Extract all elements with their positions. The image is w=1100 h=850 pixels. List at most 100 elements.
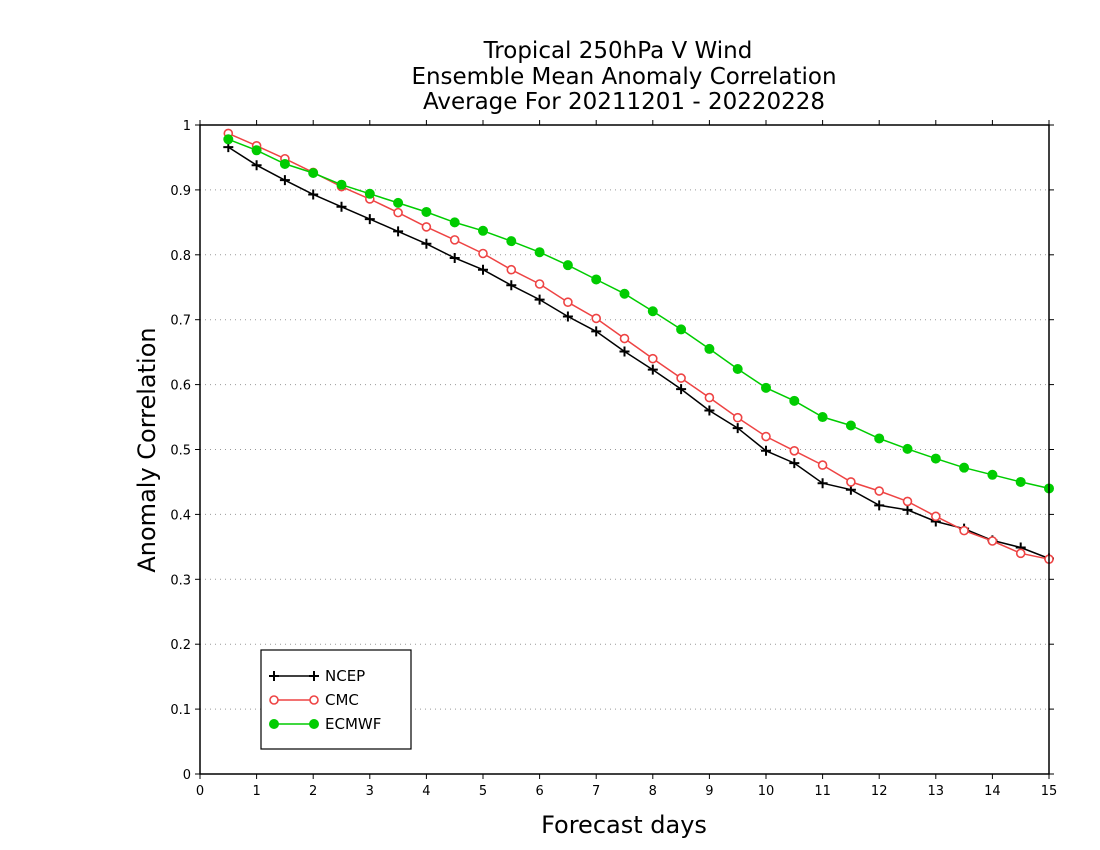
point-cmc-24: [902, 496, 913, 507]
point-ecmwf-17: [704, 343, 715, 354]
y-tick-label-7: 0.7: [170, 314, 191, 329]
point-ecmwf-28: [1015, 476, 1026, 487]
x-tick-label-13: 13: [928, 784, 945, 799]
x-tick-label-1: 1: [252, 784, 260, 799]
legend-items: NCEP CMC ECMWF: [269, 667, 381, 733]
point-ecmwf-20: [789, 395, 800, 406]
y-tick-label-4: 0.4: [170, 508, 191, 523]
x-tick-label-4: 4: [422, 784, 430, 799]
point-ecmwf-23: [874, 433, 885, 444]
grid-lines: [200, 189, 1049, 710]
legend: NCEP CMC ECMWF: [260, 649, 412, 750]
point-ncep-12: [562, 311, 573, 322]
point-cmc-28: [1015, 548, 1026, 559]
point-ecmwf-12: [562, 260, 573, 271]
point-ecmwf-11: [534, 247, 545, 258]
y-tick-label-8: 0.8: [170, 249, 191, 264]
y-tick-label-10: 1: [183, 119, 191, 134]
point-ncep-15: [647, 364, 658, 375]
point-ncep-20: [789, 458, 800, 469]
series-ecmwf: [223, 134, 1054, 494]
point-ncep-3: [308, 189, 319, 200]
point-cmc-14: [619, 333, 630, 344]
series-layer: [223, 128, 1054, 564]
x-tick-label-5: 5: [479, 784, 487, 799]
point-ecmwf-7: [421, 206, 432, 217]
point-ecmwf-26: [959, 462, 970, 473]
x-tick-label-10: 10: [758, 784, 775, 799]
x-tick-label-6: 6: [535, 784, 543, 799]
legend-marker-end-ncep: [309, 671, 319, 681]
series-ncep: [223, 142, 1054, 564]
x-tick-label-15: 15: [1041, 784, 1058, 799]
x-tick-label-8: 8: [649, 784, 657, 799]
legend-item-ecmwf: ECMWF: [269, 715, 381, 733]
point-ncep-11: [534, 294, 545, 305]
point-cmc-8: [449, 235, 460, 245]
point-cmc-11: [534, 279, 545, 289]
point-cmc-6: [393, 207, 403, 218]
legend-item-cmc: CMC: [269, 691, 359, 709]
legend-marker-end-cmc: [309, 695, 319, 705]
point-ecmwf-2: [279, 158, 290, 169]
point-ecmwf-6: [393, 197, 404, 208]
point-ecmwf-4: [336, 179, 347, 190]
point-ncep-13: [591, 326, 602, 337]
y-tick-label-5: 0.5: [170, 444, 191, 459]
series-cmc: [223, 128, 1054, 564]
title-line-1: Tropical 250hPa V Wind: [483, 38, 753, 64]
point-ncep-2: [279, 175, 290, 186]
y-axis-label: Anomaly Correlation: [133, 327, 161, 572]
point-cmc-26: [959, 525, 969, 536]
legend-item-ncep: NCEP: [269, 667, 365, 685]
point-cmc-21: [817, 460, 828, 470]
point-ecmwf-13: [591, 274, 602, 285]
point-ncep-14: [619, 346, 630, 357]
legend-marker-end-ecmwf: [309, 719, 319, 729]
point-ncep-18: [732, 423, 743, 434]
point-ecmwf-9: [478, 225, 488, 236]
point-ecmwf-25: [930, 453, 941, 464]
point-ecmwf-22: [845, 420, 856, 431]
point-ecmwf-16: [676, 324, 687, 335]
legend-marker-start-cmc: [269, 695, 279, 705]
x-tick-label-3: 3: [366, 784, 374, 799]
point-cmc-10: [506, 264, 517, 275]
point-ncep-10: [506, 280, 517, 291]
y-tick-label-0: 0: [183, 768, 191, 783]
point-ncep-4: [336, 201, 347, 212]
x-tick-label-9: 9: [705, 784, 713, 799]
point-ncep-17: [704, 405, 715, 416]
point-cmc-20: [789, 445, 800, 456]
point-ecmwf-14: [619, 288, 630, 299]
x-tick-label-0: 0: [196, 784, 204, 799]
y-tick-label-9: 0.9: [170, 184, 191, 199]
point-cmc-16: [676, 373, 686, 383]
y-tick-label-1: 0.1: [170, 703, 191, 718]
title-line-2: Ensemble Mean Anomaly Correlation: [411, 64, 836, 90]
point-cmc-9: [478, 248, 488, 259]
point-ecmwf-19: [761, 382, 771, 393]
y-tick-label-6: 0.6: [170, 379, 191, 394]
point-cmc-19: [761, 431, 771, 442]
series-line-cmc: [227, 132, 1050, 560]
point-ecmwf-15: [647, 306, 658, 317]
x-axis-label: Forecast days: [541, 811, 707, 839]
legend-label-cmc: CMC: [325, 691, 359, 709]
legend-label-ecmwf: ECMWF: [325, 715, 381, 733]
point-cmc-22: [846, 477, 856, 487]
point-cmc-15: [647, 353, 658, 364]
chart-title: Tropical 250hPa V Wind Ensemble Mean Ano…: [411, 38, 836, 115]
series-line-ncep: [227, 146, 1050, 560]
point-ecmwf-21: [817, 412, 828, 423]
point-ncep-6: [393, 226, 404, 237]
legend-label-ncep: NCEP: [325, 667, 365, 685]
point-ncep-21: [817, 478, 828, 489]
point-ecmwf-18: [732, 364, 743, 375]
x-tick-label-14: 14: [984, 784, 1001, 799]
point-cmc-17: [704, 392, 715, 403]
point-ncep-19: [761, 445, 771, 456]
point-ecmwf-27: [987, 469, 998, 480]
point-cmc-18: [732, 412, 743, 423]
